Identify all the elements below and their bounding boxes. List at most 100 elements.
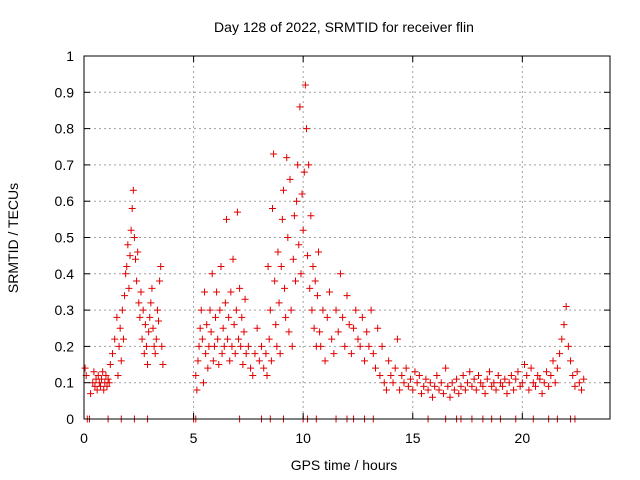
data-point [525, 386, 533, 394]
data-point [424, 386, 432, 394]
data-point [534, 371, 542, 379]
data-point [207, 328, 215, 336]
data-point [260, 364, 268, 372]
data-point [106, 361, 114, 369]
data-point [311, 277, 319, 285]
data-point [387, 371, 395, 379]
data-point [144, 361, 152, 369]
data-point [307, 212, 315, 220]
data-point [214, 335, 222, 343]
data-point [510, 386, 518, 394]
data-point [228, 342, 236, 350]
data-point [490, 379, 498, 387]
data-point [304, 252, 312, 260]
data-point [402, 364, 410, 372]
data-point [448, 379, 456, 387]
data-point [206, 306, 214, 314]
data-point [139, 306, 147, 314]
data-point [426, 379, 434, 387]
data-point [253, 324, 261, 332]
data-point [273, 342, 281, 350]
data-point [374, 324, 382, 332]
data-point [121, 292, 129, 300]
data-point [99, 368, 107, 376]
data-point [244, 342, 252, 350]
data-point [464, 379, 472, 387]
data-point [195, 342, 203, 350]
data-point [231, 350, 239, 358]
data-point [365, 342, 373, 350]
data-point [305, 161, 313, 169]
data-point [196, 324, 204, 332]
data-point [138, 335, 146, 343]
data-point [264, 263, 272, 271]
data-point [105, 379, 113, 387]
data-point [141, 321, 149, 329]
data-point [516, 382, 524, 390]
data-point [262, 350, 270, 358]
data-point [573, 368, 581, 376]
data-point [409, 386, 417, 394]
data-point [266, 306, 274, 314]
data-point [276, 350, 284, 358]
data-point [422, 375, 430, 383]
data-point [153, 306, 161, 314]
data-point [216, 306, 224, 314]
data-point [268, 204, 276, 212]
data-point [213, 288, 221, 296]
data-point [542, 368, 550, 376]
data-point [325, 288, 333, 296]
data-point [123, 263, 131, 271]
data-point [271, 277, 279, 285]
data-point [230, 321, 238, 329]
data-point [296, 103, 304, 111]
data-point [521, 361, 529, 369]
data-point [437, 379, 445, 387]
x-tick-label: 0 [80, 430, 88, 446]
data-point [457, 382, 465, 390]
data-point [446, 393, 454, 401]
data-point [159, 361, 167, 369]
data-point [334, 328, 342, 336]
y-tick-label: 0.5 [55, 230, 75, 246]
data-point [288, 342, 296, 350]
data-point [321, 357, 329, 365]
data-point [148, 284, 156, 292]
data-point [224, 335, 232, 343]
data-point [116, 324, 124, 332]
data-point [389, 379, 397, 387]
data-point [124, 241, 132, 249]
data-point [547, 371, 555, 379]
data-point [393, 335, 401, 343]
y-tick-label: 0.6 [55, 193, 75, 209]
data-point [428, 393, 436, 401]
data-point [302, 125, 310, 133]
data-point [317, 342, 325, 350]
data-point [531, 382, 539, 390]
data-point [571, 382, 579, 390]
data-point [108, 350, 116, 358]
data-point [126, 252, 134, 260]
data-point [341, 342, 349, 350]
data-point [98, 375, 106, 383]
data-point [545, 382, 553, 390]
data-point [201, 288, 209, 296]
data-point [272, 321, 280, 329]
data-point [345, 321, 353, 329]
data-point [505, 379, 513, 387]
data-point [87, 390, 95, 398]
data-point [309, 263, 317, 271]
data-point [514, 368, 522, 376]
data-point [356, 342, 364, 350]
data-point [229, 255, 237, 263]
data-point [284, 234, 292, 241]
data-point [549, 357, 557, 365]
data-point [218, 350, 226, 358]
data-point [468, 382, 476, 390]
data-point [455, 390, 463, 398]
data-point [485, 368, 493, 376]
data-point [117, 357, 125, 365]
data-point [507, 371, 515, 379]
data-point [323, 313, 331, 321]
data-point [536, 375, 544, 383]
